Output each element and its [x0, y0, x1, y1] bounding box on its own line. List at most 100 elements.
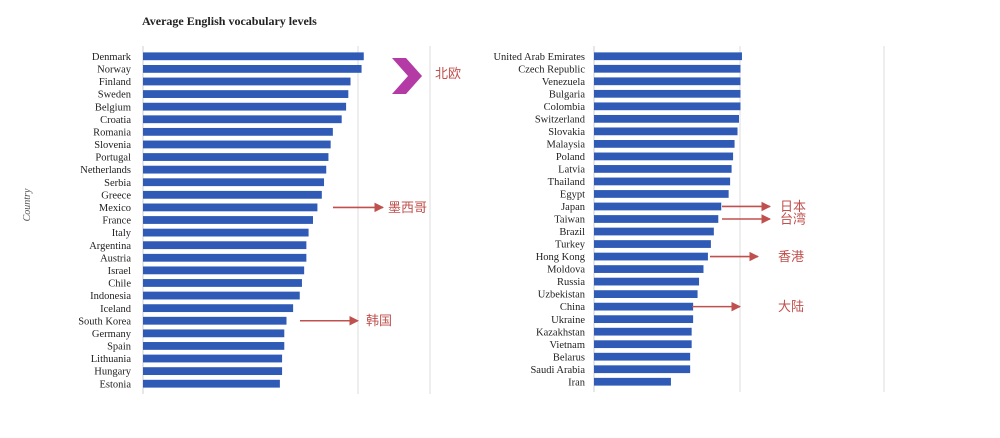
category-label: Japan [561, 202, 586, 213]
bar [594, 277, 700, 286]
bar [594, 265, 704, 273]
category-label: Germany [92, 329, 132, 340]
bar [143, 64, 362, 73]
annotation-label: 大陆 [778, 299, 804, 315]
category-label: Iran [568, 377, 586, 388]
bar [143, 102, 347, 111]
bar [594, 290, 698, 298]
category-label: Thailand [548, 177, 586, 188]
bar [594, 202, 722, 211]
category-label: Lithuania [91, 354, 132, 365]
category-label: Romania [93, 127, 131, 138]
bar [143, 253, 307, 262]
category-label: Greece [101, 190, 131, 201]
bar [594, 177, 731, 186]
category-label: Slovenia [94, 140, 131, 151]
category-label: Vietnam [549, 340, 585, 351]
bar [143, 279, 302, 287]
bar [594, 52, 742, 61]
bar [594, 352, 691, 361]
bar [594, 340, 692, 349]
bar [143, 165, 327, 174]
annotation-label: 台湾 [780, 212, 806, 228]
category-label: Egypt [560, 190, 585, 201]
category-label: Russia [557, 277, 585, 288]
category-label: Taiwan [554, 215, 586, 226]
category-label: Moldova [547, 265, 585, 276]
annotation-label: 墨西哥 [388, 201, 427, 216]
bar [594, 365, 691, 374]
bar [143, 316, 287, 325]
bar [594, 89, 741, 98]
category-label: Switzerland [535, 114, 586, 125]
bar [143, 379, 280, 388]
bar [143, 216, 313, 224]
category-label: Hungary [94, 367, 131, 378]
category-label: Italy [112, 228, 132, 239]
category-label: Latvia [558, 165, 585, 176]
category-label: Estonia [100, 379, 132, 390]
category-label: Czech Republic [518, 64, 585, 75]
bar [594, 140, 735, 148]
y-axis-label: Country [22, 188, 33, 221]
category-label: Serbia [104, 178, 131, 189]
chevron-marker [392, 58, 422, 94]
category-label: Brazil [559, 227, 585, 238]
category-label: Mexico [99, 203, 131, 214]
bar [143, 228, 309, 237]
category-label: Belarus [553, 352, 585, 363]
bar [594, 252, 708, 261]
category-label: Kazakhstan [536, 327, 586, 338]
bar [143, 266, 305, 275]
annotation-label: 香港 [778, 250, 804, 265]
category-label: Indonesia [90, 291, 131, 302]
annotation-label: 日本 [780, 200, 806, 215]
bar [143, 329, 285, 338]
category-label: China [560, 302, 585, 313]
bar [594, 152, 734, 161]
bar [594, 377, 671, 386]
category-label: Norway [97, 64, 132, 75]
bar [594, 227, 714, 236]
bar [143, 367, 283, 376]
category-label: Saudi Arabia [530, 365, 585, 376]
chart-title: Average English vocabulary levels [142, 14, 317, 28]
category-label: Chile [108, 279, 131, 290]
category-label: Argentina [89, 241, 131, 252]
annotation-label: 北欧 [435, 67, 461, 82]
category-label: United Arab Emirates [493, 52, 585, 63]
category-label: Portugal [95, 153, 131, 164]
category-label: Austria [100, 253, 131, 264]
bar [594, 215, 719, 223]
category-label: Turkey [555, 240, 586, 251]
bar [594, 327, 692, 336]
category-label: Croatia [100, 115, 131, 126]
category-label: Malaysia [547, 139, 586, 150]
bar [594, 102, 741, 111]
category-label: Netherlands [80, 165, 131, 176]
bar [143, 203, 318, 212]
bar [143, 241, 307, 250]
bar [594, 77, 741, 86]
category-label: Poland [556, 152, 586, 163]
category-label: Spain [107, 342, 132, 353]
bar [143, 90, 349, 98]
bar [143, 77, 351, 86]
category-label: Finland [99, 77, 132, 88]
bar [143, 153, 329, 161]
bar [143, 178, 325, 187]
bar [594, 190, 729, 198]
category-label: Iceland [100, 304, 132, 315]
bar [594, 302, 694, 311]
category-label: Colombia [544, 102, 586, 113]
bar [594, 114, 739, 123]
bar [594, 127, 738, 136]
annotation-label: 韩国 [366, 314, 392, 329]
bar [143, 52, 364, 61]
category-label: Israel [108, 266, 131, 277]
bar [594, 315, 694, 324]
category-label: Hong Kong [536, 252, 586, 263]
category-label: Denmark [92, 52, 132, 63]
